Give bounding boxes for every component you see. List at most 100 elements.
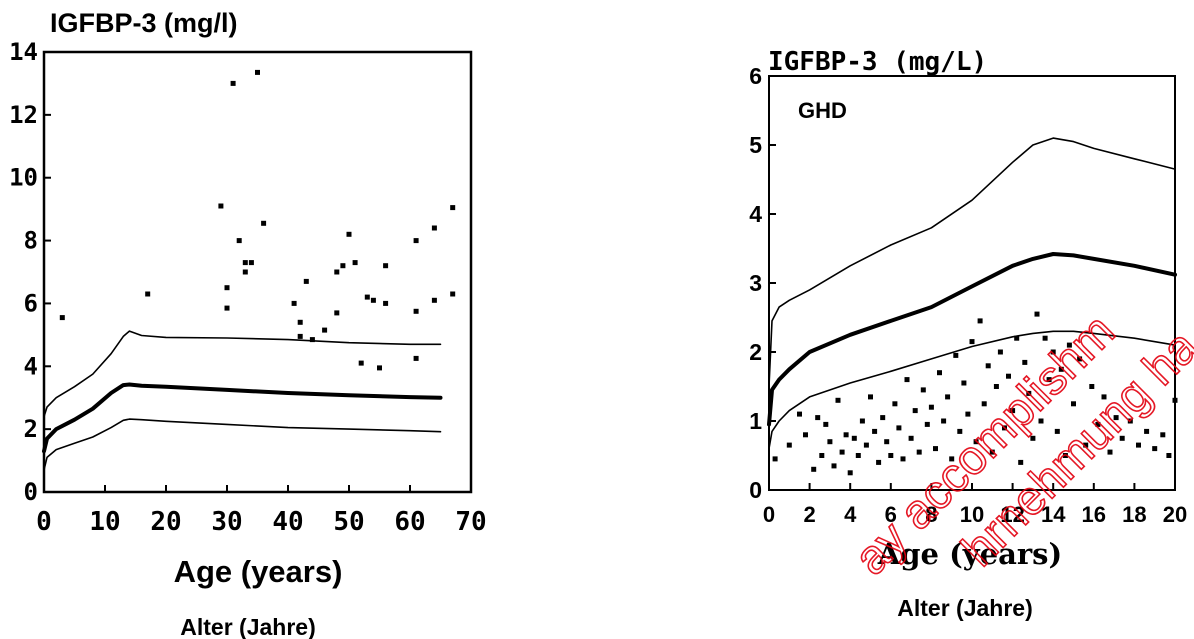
right-data-point bbox=[941, 418, 947, 424]
right-y-tick-label: 0 bbox=[749, 477, 762, 503]
right-data-point bbox=[920, 387, 926, 393]
right-data-point bbox=[969, 339, 975, 345]
left-y-tick-label: 14 bbox=[9, 38, 38, 66]
right-data-point bbox=[937, 370, 942, 376]
right-data-point bbox=[1066, 342, 1072, 348]
right-data-point bbox=[1018, 459, 1024, 465]
right-data-point bbox=[896, 425, 902, 431]
right-reference-curves bbox=[767, 137, 1177, 450]
right-data-point bbox=[1144, 428, 1150, 434]
right-x-tick-label: 6 bbox=[885, 502, 897, 527]
right-y-tick-label: 1 bbox=[749, 408, 762, 434]
right-data-point bbox=[997, 349, 1003, 355]
left-data-point bbox=[242, 260, 248, 266]
left-data-point bbox=[297, 319, 303, 325]
right-data-point bbox=[1046, 377, 1052, 383]
left-data-point bbox=[230, 80, 236, 86]
right-data-point bbox=[892, 401, 898, 407]
left-data-point bbox=[383, 263, 389, 269]
right-chart-title: IGFBP-3 (mg/L) bbox=[768, 47, 987, 77]
left-data-points bbox=[59, 69, 456, 371]
right-x-tick-label: 2 bbox=[803, 502, 815, 527]
right-data-point bbox=[904, 377, 910, 383]
left-x-tick-label: 40 bbox=[272, 507, 303, 537]
right-y-tick-label: 4 bbox=[749, 201, 762, 227]
right-reference-curve-lower bbox=[768, 330, 1176, 450]
right-data-point bbox=[831, 463, 837, 469]
right-data-point bbox=[772, 456, 778, 462]
left-data-point bbox=[340, 263, 346, 269]
right-data-point bbox=[786, 442, 792, 448]
right-data-point bbox=[1002, 425, 1007, 431]
left-y-tick-label: 4 bbox=[24, 352, 38, 380]
right-x-tick-label: 12 bbox=[1000, 502, 1024, 527]
right-data-point bbox=[797, 411, 802, 417]
right-y-ticks: 0 1 2 3 4 5 6 bbox=[749, 63, 776, 503]
right-data-point bbox=[989, 449, 995, 455]
right-data-point bbox=[815, 415, 821, 421]
right-data-point bbox=[803, 432, 808, 438]
right-data-point bbox=[811, 466, 817, 472]
right-data-point bbox=[851, 435, 857, 441]
left-data-point bbox=[59, 315, 65, 321]
left-data-point bbox=[261, 220, 267, 226]
right-data-point bbox=[1022, 359, 1028, 365]
right-data-point bbox=[1058, 366, 1064, 372]
right-x-tick-label: 10 bbox=[960, 502, 984, 527]
right-data-point bbox=[880, 415, 886, 421]
right-data-point bbox=[884, 439, 890, 445]
right-data-point bbox=[1127, 418, 1133, 424]
left-x-axis-label: Age (years) bbox=[174, 554, 343, 589]
right-data-point bbox=[1034, 311, 1040, 317]
right-data-point bbox=[1026, 390, 1032, 396]
right-data-point bbox=[1071, 401, 1076, 407]
right-data-point bbox=[872, 428, 878, 434]
right-data-point bbox=[973, 439, 979, 445]
right-y-tick-label: 6 bbox=[749, 63, 762, 89]
right-data-point bbox=[1101, 394, 1107, 400]
left-data-point bbox=[352, 260, 358, 266]
left-chart: IGFBP-3 (mg/l) 0 2 4 6 8 10 12 14 0 10 20 30 40 50 60… bbox=[9, 8, 487, 639]
left-y-tick-label: 6 bbox=[24, 289, 38, 317]
left-data-point bbox=[370, 297, 376, 303]
right-data-point bbox=[819, 453, 825, 458]
left-x-tick-label: 20 bbox=[150, 507, 181, 537]
right-data-point bbox=[1095, 421, 1101, 427]
left-data-point bbox=[291, 300, 297, 306]
right-y-tick-label: 5 bbox=[749, 132, 762, 158]
right-data-point bbox=[876, 459, 882, 465]
left-y-tick-label: 10 bbox=[9, 164, 38, 192]
right-data-point bbox=[835, 397, 841, 403]
right-data-point bbox=[900, 456, 906, 462]
left-data-point bbox=[145, 291, 151, 297]
left-data-point bbox=[242, 269, 248, 275]
right-data-point bbox=[839, 449, 845, 455]
left-data-point bbox=[224, 305, 230, 311]
left-x-tick-label: 0 bbox=[36, 507, 52, 537]
left-chart-title: IGFBP-3 (mg/l) bbox=[50, 8, 238, 38]
right-data-point bbox=[961, 380, 967, 386]
left-data-point bbox=[224, 285, 230, 291]
right-data-point bbox=[924, 421, 930, 427]
right-data-point bbox=[1166, 453, 1172, 458]
right-data-point bbox=[1062, 453, 1068, 458]
left-y-ticks: 0 2 4 6 8 10 12 14 bbox=[9, 38, 51, 506]
left-data-point bbox=[303, 278, 309, 284]
left-data-point bbox=[248, 260, 254, 266]
right-data-point bbox=[945, 394, 951, 400]
left-x-tick-label: 50 bbox=[333, 507, 364, 537]
left-x-tick-label: 70 bbox=[455, 507, 486, 537]
right-x-tick-label: 16 bbox=[1082, 502, 1106, 527]
left-data-point bbox=[297, 333, 303, 339]
right-data-point bbox=[1089, 384, 1095, 389]
right-data-point bbox=[1113, 415, 1119, 421]
left-data-point bbox=[236, 238, 242, 244]
left-data-point bbox=[377, 365, 382, 371]
right-data-point bbox=[1050, 349, 1056, 355]
right-data-point bbox=[1014, 335, 1020, 341]
right-data-point bbox=[823, 421, 829, 427]
right-data-point bbox=[957, 428, 963, 434]
right-chart-annotation: GHD bbox=[798, 98, 847, 123]
right-data-point bbox=[965, 411, 971, 417]
